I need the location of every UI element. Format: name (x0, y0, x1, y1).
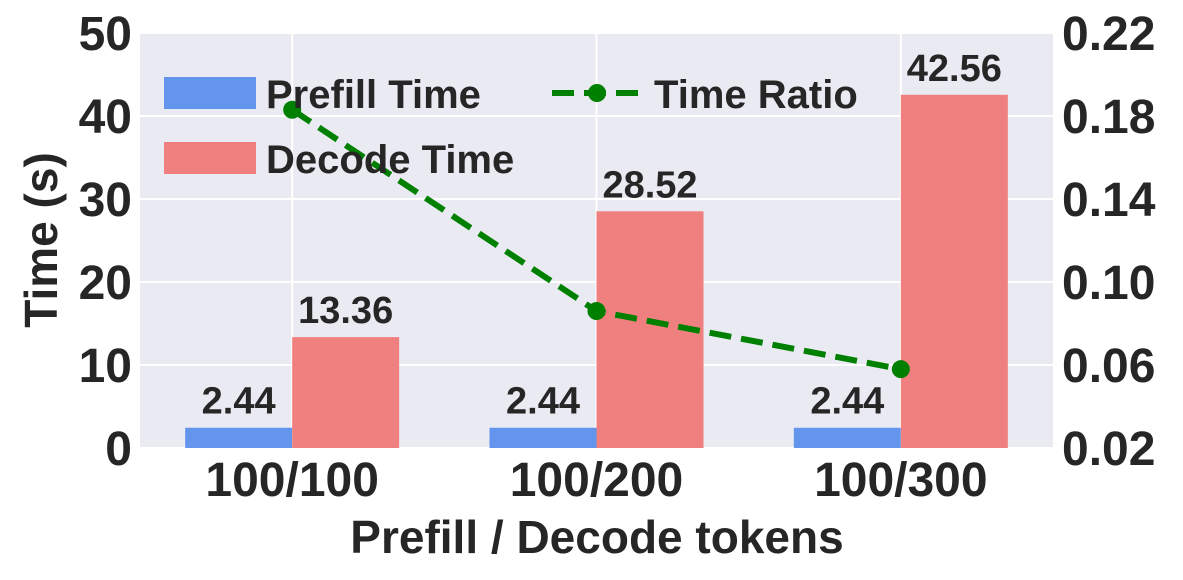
time-ratio-point-1 (587, 302, 606, 321)
legend-swatch-prefill (164, 77, 256, 109)
x-tick-label-0: 100/100 (205, 454, 379, 507)
legend: Prefill Time Decode Time Time Ratio (164, 73, 858, 182)
bars (185, 94, 1008, 448)
x-tick-label-1: 100/200 (510, 454, 684, 507)
legend-label-prefill: Prefill Time (266, 73, 481, 117)
y-tick-label-3: 30 (79, 174, 132, 227)
x-axis-label: Prefill / Decode tokens (350, 511, 843, 563)
y2-tick-label-1: 0.06 (1062, 340, 1155, 393)
legend-swatch-decode (164, 142, 256, 174)
x-axis: 100/100 100/200 100/300 (205, 454, 987, 507)
bar-labels: 2.44 2.44 2.44 13.36 28.52 42.56 (202, 48, 1002, 423)
ratio-line (283, 100, 910, 379)
y-axis-right: 0.02 0.06 0.10 0.14 0.18 0.22 (1062, 8, 1156, 476)
bar-prefill-2 (793, 427, 901, 448)
bar-decode-0 (292, 337, 400, 448)
data-label-decode-1: 28.52 (602, 164, 697, 206)
y-tick-label-0: 0 (105, 423, 132, 476)
legend-label-decode: Decode Time (266, 138, 514, 182)
legend-label-ratio: Time Ratio (654, 73, 858, 117)
data-label-prefill-2: 2.44 (810, 381, 884, 423)
y2-tick-label-3: 0.14 (1062, 174, 1156, 227)
data-label-prefill-0: 2.44 (202, 381, 276, 423)
y-axis-left: 0 10 20 30 40 50 (79, 8, 132, 476)
data-label-decode-0: 13.36 (298, 290, 393, 332)
bar-prefill-1 (489, 427, 597, 448)
legend-swatch-ratio-marker (588, 84, 606, 102)
data-label-decode-2: 42.56 (907, 48, 1002, 90)
y2-tick-label-4: 0.18 (1062, 91, 1155, 144)
y-axis-label: Time (s) (15, 152, 67, 328)
y-tick-label-1: 10 (79, 340, 132, 393)
time-ratio-point-0 (283, 100, 302, 119)
y2-tick-label-5: 0.22 (1062, 8, 1155, 61)
x-tick-label-2: 100/300 (814, 454, 988, 507)
data-label-prefill-1: 2.44 (506, 381, 580, 423)
bar-prefill-0 (185, 427, 293, 448)
y-tick-label-2: 20 (79, 257, 132, 310)
bar-decode-2 (900, 94, 1008, 448)
y-tick-label-5: 50 (79, 8, 132, 61)
y-tick-label-4: 40 (79, 91, 132, 144)
time-ratio-point-2 (891, 360, 910, 379)
y2-tick-label-2: 0.10 (1062, 257, 1155, 310)
y2-tick-label-0: 0.02 (1062, 423, 1155, 476)
